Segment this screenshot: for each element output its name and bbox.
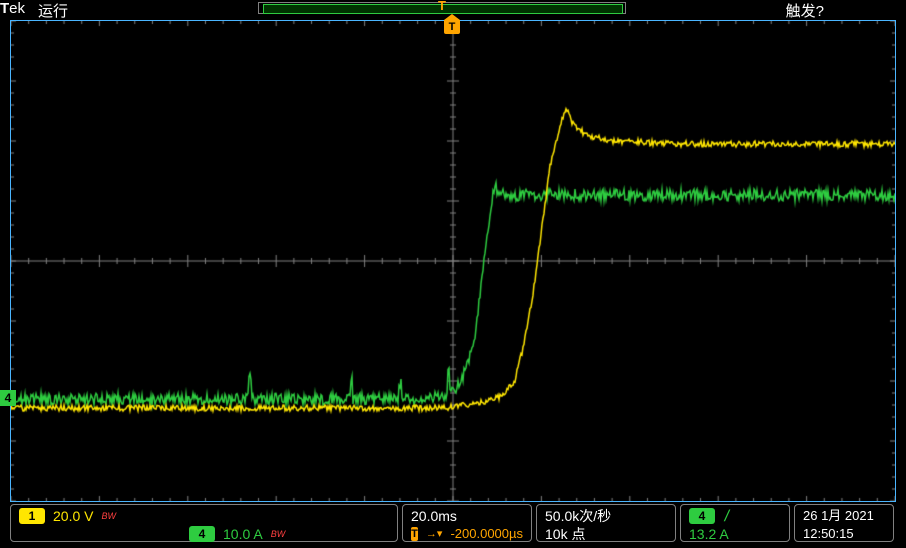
oscilloscope-screen: Tek 运行 触发? T T 4 1 20.0 V BW 4 10.0 A BW… (0, 0, 906, 548)
ch4-bw-icon: BW (271, 525, 286, 543)
datetime-panel: 26 1月 2021 12:50:15 (794, 504, 894, 542)
record-trigger-marker: T (438, 1, 446, 11)
trigger-source-badge[interactable]: 4 (689, 508, 715, 524)
ch4-ground-marker[interactable]: 4 (0, 390, 16, 406)
ch1-badge[interactable]: 1 (19, 508, 45, 524)
record-bar: T (258, 2, 626, 14)
ch4-scale: 10.0 A (223, 525, 263, 543)
ch1-scale: 20.0 V (53, 507, 93, 525)
channel-panel: 1 20.0 V BW 4 10.0 A BW (10, 504, 398, 542)
date-label: 26 1月 2021 (803, 507, 874, 525)
record-length: 10k 点 (545, 525, 585, 543)
run-state-label: 运行 (38, 0, 68, 21)
timebase-panel: 20.0ms T →▾ -200.0000µs (402, 504, 532, 542)
ch4-badge[interactable]: 4 (189, 526, 215, 542)
trigger-state-label: 触发? (786, 0, 824, 21)
waveform-canvas (11, 21, 895, 501)
acquisition-panel: 50.0k次/秒 10k 点 (536, 504, 676, 542)
trigger-panel: 4 / 13.2 A (680, 504, 790, 542)
trigger-level: 13.2 A (689, 525, 729, 543)
delay-value: -200.0000µs (450, 525, 523, 543)
trigger-position-marker[interactable]: T (444, 20, 460, 34)
delay-t-badge: T (411, 527, 418, 541)
ch1-bw-icon: BW (101, 507, 116, 525)
sample-rate: 50.0k次/秒 (545, 507, 611, 525)
delay-arrow-icon: →▾ (426, 525, 443, 543)
time-label: 12:50:15 (803, 525, 854, 543)
bottom-bar: 1 20.0 V BW 4 10.0 A BW 20.0ms T →▾ -200… (10, 504, 894, 544)
trigger-slope-icon: / (723, 507, 731, 525)
timebase-value: 20.0ms (411, 507, 457, 525)
waveform-plot (10, 20, 896, 502)
brand-logo: Tek (0, 0, 25, 17)
